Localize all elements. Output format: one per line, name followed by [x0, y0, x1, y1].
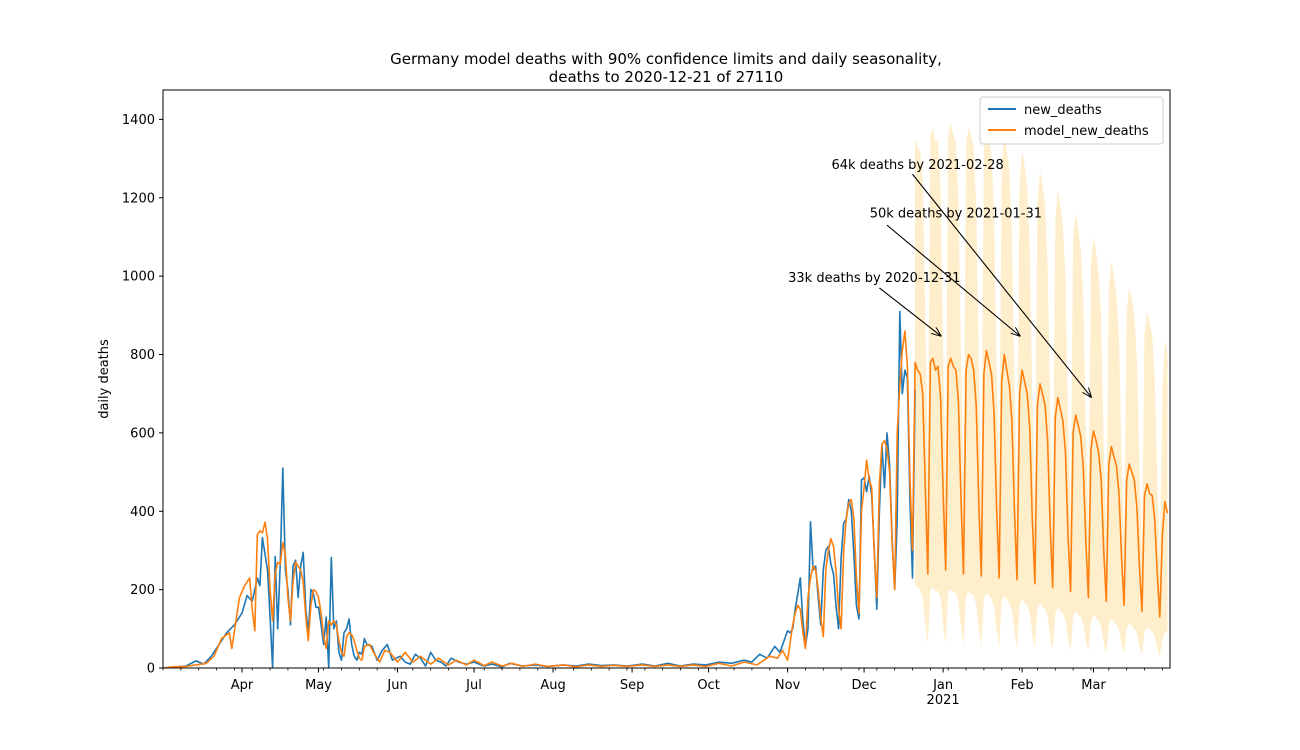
- annotation-label: 50k deaths by 2021-01-31: [870, 206, 1042, 221]
- annotation-arrow: [912, 173, 1091, 397]
- y-tick-label: 200: [130, 583, 155, 598]
- x-tick-label: May: [305, 678, 332, 693]
- annotation-label: 33k deaths by 2020-12-31: [788, 271, 960, 286]
- x-tick-label: Apr: [231, 678, 254, 693]
- legend-box: [979, 96, 1164, 145]
- y-tick-label: 600: [130, 426, 155, 441]
- series-line-model-new-deaths: [163, 330, 1169, 668]
- annotation-arrow: [879, 287, 940, 336]
- y-axis-label: daily deaths: [97, 339, 112, 419]
- annotation-arrow: [886, 224, 1020, 336]
- x-tick-label: Jul: [465, 678, 482, 693]
- x-year-label: 2021: [927, 693, 960, 708]
- y-tick-label: 0: [147, 662, 155, 677]
- y-tick-label: 1000: [122, 270, 155, 285]
- y-tick-label: 1200: [122, 191, 155, 206]
- x-tick-label: Dec: [851, 678, 876, 693]
- chart-title-line2: deaths to 2020-12-21 of 27110: [549, 68, 784, 86]
- legend: new_deaths model_new_deaths: [979, 96, 1164, 145]
- legend-label-new-deaths: new_deaths: [1024, 103, 1102, 118]
- x-tick-label: Oct: [697, 678, 719, 693]
- series-line-new-deaths: [163, 310, 916, 668]
- x-tick-label: Jun: [386, 678, 407, 693]
- x-tick-label: Feb: [1011, 678, 1034, 693]
- chart-title-line1: Germany model deaths with 90% confidence…: [390, 50, 942, 68]
- x-tick-label: Mar: [1081, 678, 1106, 693]
- y-tick-label: 800: [130, 348, 155, 363]
- legend-label-model-new-deaths: model_new_deaths: [1024, 124, 1149, 139]
- x-tick-label: Nov: [775, 678, 801, 693]
- x-tick-label: Aug: [540, 678, 565, 693]
- x-tick-label: Jan: [932, 678, 953, 693]
- x-tick-label: Sep: [620, 678, 645, 693]
- y-tick-label: 400: [130, 505, 155, 520]
- annotation-label: 64k deaths by 2021-02-28: [831, 158, 1003, 173]
- plot-frame: [162, 89, 1171, 669]
- y-tick-label: 1400: [122, 113, 155, 128]
